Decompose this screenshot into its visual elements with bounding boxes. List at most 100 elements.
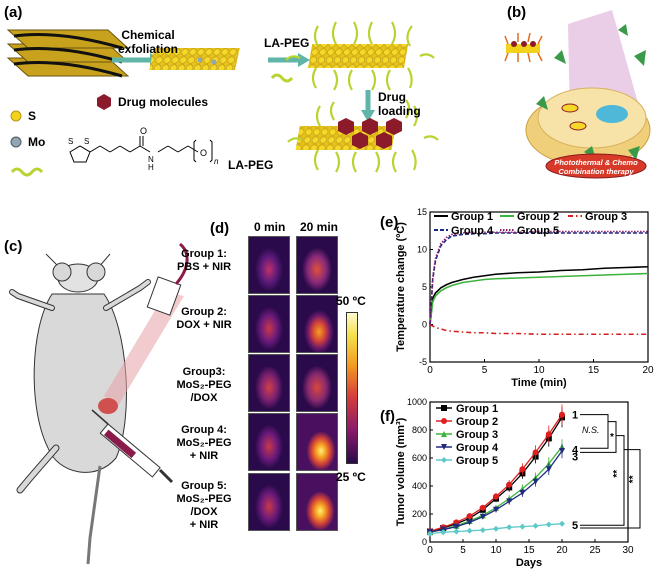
chart-f-point (479, 504, 486, 511)
pegylated-sheet-icon (285, 21, 435, 91)
chart-f-x-tick-label: 10 (490, 545, 502, 556)
svg-text:S: S (68, 137, 73, 146)
group-5-line4: + NIR (189, 519, 219, 531)
chart-f-y-tick-label: 400 (412, 481, 427, 491)
mouse-icon (9, 253, 151, 565)
chart-e-y-tick-label: 0 (422, 320, 427, 330)
group-1-line1: Group 1: (181, 248, 227, 260)
legend-lapeg-label: LA-PEG (228, 158, 274, 172)
panel-label-d: (d) (210, 220, 230, 237)
chart-f-x-axis-label: Days (516, 557, 542, 569)
group-3-label: Group3: MoS₂-PEG /DOX (162, 366, 246, 405)
group-5-line3: /DOX (190, 506, 218, 518)
chart-f-x-tick-label: 20 (556, 545, 568, 556)
sulfur-atom-icon (10, 110, 22, 122)
panel-a-schematic: S S O NH On (6, 21, 439, 177)
chart-f-point (493, 493, 499, 500)
nanosheet-icon (149, 48, 240, 70)
thermal-image-g5-20min (296, 473, 338, 531)
chart-f-point (545, 431, 552, 438)
chart-f-point (532, 522, 539, 529)
chart-f-sig-label-3: ** (612, 470, 623, 478)
svg-text:S: S (84, 137, 89, 146)
chart-f-point (493, 525, 499, 532)
chart-f-point (519, 523, 526, 530)
panel-label-e: (e) (380, 214, 399, 231)
chart-f-y-tick-label: 600 (412, 453, 427, 463)
group-1-label: Group 1: PBS + NIR (162, 248, 246, 274)
chart-e-legend-label-4: Group 4 (451, 225, 494, 237)
laser-device-icon (146, 242, 189, 316)
chart-e-legend-label-5: Group 5 (517, 225, 559, 237)
chart-e-x-tick-label: 20 (642, 365, 654, 376)
chart-e-x-tick-label: 0 (427, 365, 433, 376)
chart-f-bracket-3 (580, 435, 625, 526)
laser-beam-icon (104, 292, 184, 406)
chart-f-point (559, 411, 565, 418)
chart-f-point (453, 528, 460, 535)
chart-f-point (519, 466, 526, 473)
therapy-caption: Photothermal & Chemo Combination therapy (548, 158, 644, 176)
chart-f-bracket-1 (580, 414, 609, 449)
chart-f-point (493, 506, 499, 513)
chart-f-legend-marker-4 (441, 444, 447, 450)
chart-f-point (559, 520, 565, 527)
thermal-image-g2-20min (296, 295, 338, 353)
syringe-icon (91, 409, 174, 484)
chart-f-x-tick-label: 5 (460, 545, 466, 556)
chart-f-point (559, 448, 565, 454)
panel-c-mouse-illustration (9, 242, 189, 565)
chart-e-x-tick-label: 15 (588, 365, 600, 376)
chart-f-sig-label-2: * (610, 432, 614, 443)
chart-f-point (532, 449, 539, 456)
group-3-line3: /DOX (190, 392, 218, 404)
group-1-line2: PBS + NIR (176, 261, 232, 273)
bulk-mos2-icon (6, 29, 130, 78)
peg-chain-icon (10, 167, 44, 177)
time-header-0: 0 min (254, 220, 286, 234)
chart-f-sig-label-1: N.S. (582, 425, 600, 435)
group-5-line2: MoS₂-PEG (176, 493, 232, 505)
chart-f-bracket-2 (580, 421, 617, 453)
nanosheet-drug-icon (504, 32, 543, 63)
group-4-label: Group 4: MoS₂-PEG + NIR (162, 424, 246, 463)
thermal-image-g5-0min (248, 473, 290, 531)
group-5-label: Group 5: MoS₂-PEG /DOX + NIR (162, 480, 246, 532)
chart-f-bracket-4 (580, 449, 641, 529)
chart-e-x-tick-label: 5 (482, 365, 488, 376)
step-drug-loading-label: Drug loading (378, 90, 421, 118)
tumor-icon (98, 398, 118, 414)
chart-e-series-line-5 (429, 230, 648, 325)
svg-text:O: O (200, 148, 207, 158)
chart-f-legend-label-5: Group 5 (456, 455, 498, 467)
therapy-caption-line2: Combination therapy (558, 167, 634, 176)
chart-f-x-tick-label: 30 (622, 545, 634, 556)
chart-f-legend-marker-3 (441, 431, 447, 437)
chart-e-y-axis-label: Temperature change (ºC) (395, 222, 407, 352)
chart-f-legend-marker-1 (441, 405, 447, 411)
thermal-image-g1-20min (296, 236, 338, 294)
drug-molecule-icon (97, 94, 111, 110)
chart-e-legend-label-2: Group 2 (517, 211, 559, 223)
group-3-line1: Group3: (182, 366, 226, 378)
thermal-image-g3-20min (296, 354, 338, 412)
step-exfoliation-line2: exfoliation (118, 42, 179, 56)
thermal-image-g4-20min (296, 413, 338, 471)
group-2-label: Group 2: DOX + NIR (162, 306, 246, 332)
chart-f-point (479, 513, 486, 520)
group-4-line1: Group 4: (181, 424, 227, 436)
chart-f-point (466, 527, 473, 534)
chart-f-x-tick-label: 15 (523, 545, 535, 556)
svg-text:O: O (140, 126, 147, 136)
chart-f-x-tick-label: 0 (427, 545, 433, 556)
chart-f-legend-label-3: Group 3 (456, 429, 498, 441)
group-4-line2: MoS₂-PEG (176, 437, 232, 449)
chart-e-y-tick-label: 15 (417, 207, 427, 217)
step-exfoliation-line1: Chemical (121, 28, 175, 42)
chart-f-end-label-3: 3 (572, 451, 578, 463)
chart-e-legend-label-3: Group 3 (585, 211, 627, 223)
panel-label-c: (c) (4, 238, 23, 255)
group-4-line3: + NIR (189, 450, 219, 462)
